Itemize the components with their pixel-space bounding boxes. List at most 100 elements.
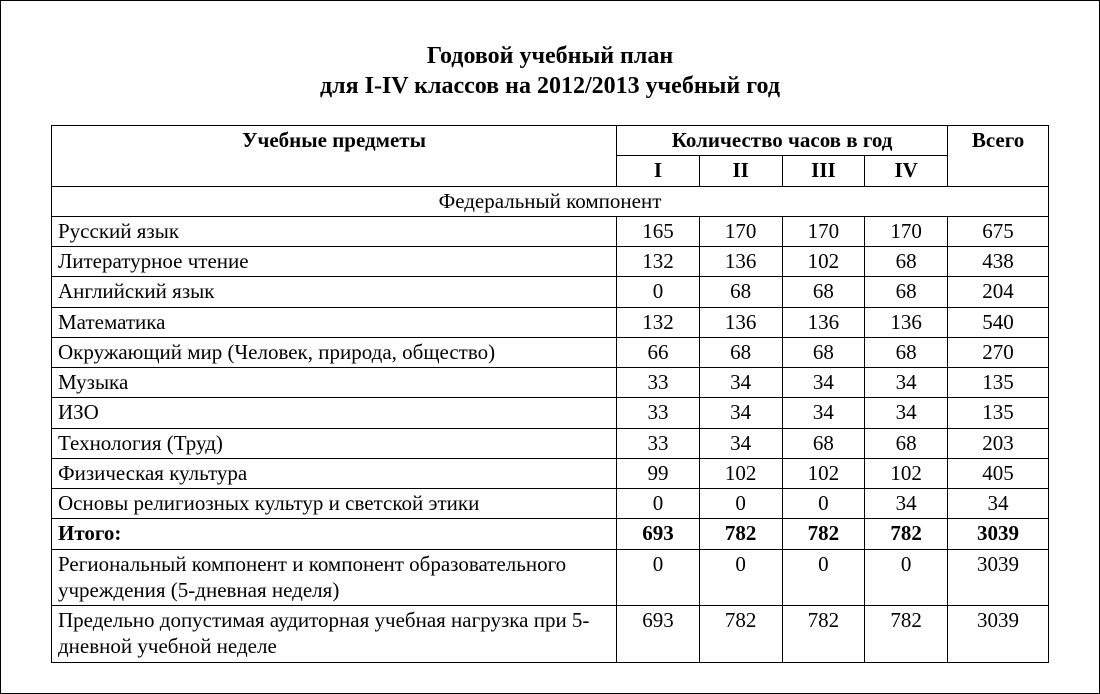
grade-4-value: 782 [865,519,948,549]
grade-1-value: 693 [617,519,700,549]
grade-3-value: 34 [782,368,865,398]
maxload-row: Предельно допустимая аудиторная учебная … [52,606,1049,663]
subject-name: Предельно допустимая аудиторная учебная … [52,606,617,663]
grade-2-value: 782 [699,606,782,663]
curriculum-table: Учебные предметы Количество часов в год … [51,125,1049,663]
grade-2-value: 102 [699,458,782,488]
col-grade-4: IV [865,156,948,186]
grade-3-value: 170 [782,216,865,246]
itogo-row: Итого:6937827827823039 [52,519,1049,549]
grade-4-value: 170 [865,216,948,246]
grade-3-value: 102 [782,458,865,488]
grade-2-value: 0 [699,489,782,519]
grade-4-value: 68 [865,337,948,367]
subject-row: Русский язык165170170170675 [52,216,1049,246]
col-grade-1: I [617,156,700,186]
row-total: 270 [948,337,1049,367]
table-header-row-1: Учебные предметы Количество часов в год … [52,126,1049,156]
grade-3-value: 782 [782,606,865,663]
grade-1-value: 0 [617,277,700,307]
subject-name: Английский язык [52,277,617,307]
row-total: 34 [948,489,1049,519]
grade-2-value: 782 [699,519,782,549]
col-grade-2: II [699,156,782,186]
subject-name: Региональный компонент и компонент образ… [52,549,617,606]
grade-4-value: 102 [865,458,948,488]
subject-name: Основы религиозных культур и светской эт… [52,489,617,519]
subject-row: Музыка33343434135 [52,368,1049,398]
subject-row: Технология (Труд)33346868203 [52,428,1049,458]
subject-name: Технология (Труд) [52,428,617,458]
col-total: Всего [948,126,1049,187]
grade-3-value: 34 [782,398,865,428]
row-total: 675 [948,216,1049,246]
grade-2-value: 34 [699,398,782,428]
subject-name: Русский язык [52,216,617,246]
subject-name: Физическая культура [52,458,617,488]
grade-4-value: 68 [865,428,948,458]
grade-1-value: 165 [617,216,700,246]
grade-2-value: 34 [699,428,782,458]
grade-4-value: 782 [865,606,948,663]
col-grade-3: III [782,156,865,186]
grade-1-value: 33 [617,398,700,428]
row-total: 3039 [948,549,1049,606]
grade-2-value: 136 [699,307,782,337]
grade-4-value: 136 [865,307,948,337]
grade-3-value: 0 [782,549,865,606]
subject-row: Физическая культура99102102102405 [52,458,1049,488]
grade-4-value: 68 [865,277,948,307]
row-total: 405 [948,458,1049,488]
grade-1-value: 66 [617,337,700,367]
grade-3-value: 68 [782,428,865,458]
regional-row: Региональный компонент и компонент образ… [52,549,1049,606]
subject-row: Окружающий мир (Человек, природа, общест… [52,337,1049,367]
row-total: 135 [948,398,1049,428]
grade-3-value: 782 [782,519,865,549]
grade-1-value: 132 [617,307,700,337]
document-page: Годовой учебный план для I-IV классов на… [0,0,1100,694]
grade-2-value: 170 [699,216,782,246]
subject-name: Итого: [52,519,617,549]
col-subjects: Учебные предметы [52,126,617,187]
grade-4-value: 0 [865,549,948,606]
row-total: 540 [948,307,1049,337]
row-total: 3039 [948,606,1049,663]
grade-1-value: 693 [617,606,700,663]
title-line-2: для I-IV классов на 2012/2013 учебный го… [51,71,1049,101]
col-hours: Количество часов в год [617,126,948,156]
subject-row: Основы религиозных культур и светской эт… [52,489,1049,519]
grade-3-value: 68 [782,277,865,307]
table-body: Федеральный компонент Русский язык165170… [52,186,1049,662]
subject-row: Английский язык0686868204 [52,277,1049,307]
grade-2-value: 68 [699,277,782,307]
grade-1-value: 0 [617,549,700,606]
grade-2-value: 0 [699,549,782,606]
title-line-1: Годовой учебный план [51,41,1049,71]
document-title: Годовой учебный план для I-IV классов на… [51,41,1049,101]
section-row-federal: Федеральный компонент [52,186,1049,216]
row-total: 203 [948,428,1049,458]
subject-row: Литературное чтение13213610268438 [52,247,1049,277]
subject-name: ИЗО [52,398,617,428]
subject-name: Окружающий мир (Человек, природа, общест… [52,337,617,367]
grade-3-value: 136 [782,307,865,337]
grade-4-value: 34 [865,489,948,519]
grade-1-value: 33 [617,368,700,398]
subject-name: Математика [52,307,617,337]
grade-3-value: 0 [782,489,865,519]
grade-2-value: 68 [699,337,782,367]
row-total: 438 [948,247,1049,277]
grade-3-value: 68 [782,337,865,367]
grade-4-value: 68 [865,247,948,277]
subject-name: Литературное чтение [52,247,617,277]
grade-1-value: 33 [617,428,700,458]
grade-2-value: 34 [699,368,782,398]
grade-1-value: 99 [617,458,700,488]
subject-row: Математика132136136136540 [52,307,1049,337]
grade-3-value: 102 [782,247,865,277]
row-total: 204 [948,277,1049,307]
row-total: 135 [948,368,1049,398]
subject-name: Музыка [52,368,617,398]
section-header: Федеральный компонент [52,186,1049,216]
